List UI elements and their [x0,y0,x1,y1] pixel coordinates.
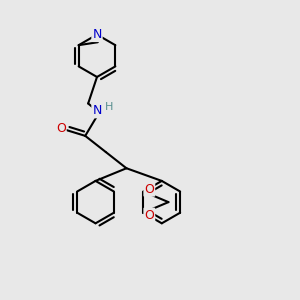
Text: N: N [92,104,102,117]
Text: O: O [144,208,154,222]
Text: O: O [144,183,154,196]
Text: O: O [56,122,66,135]
Text: N: N [92,28,102,41]
Text: H: H [105,102,114,112]
